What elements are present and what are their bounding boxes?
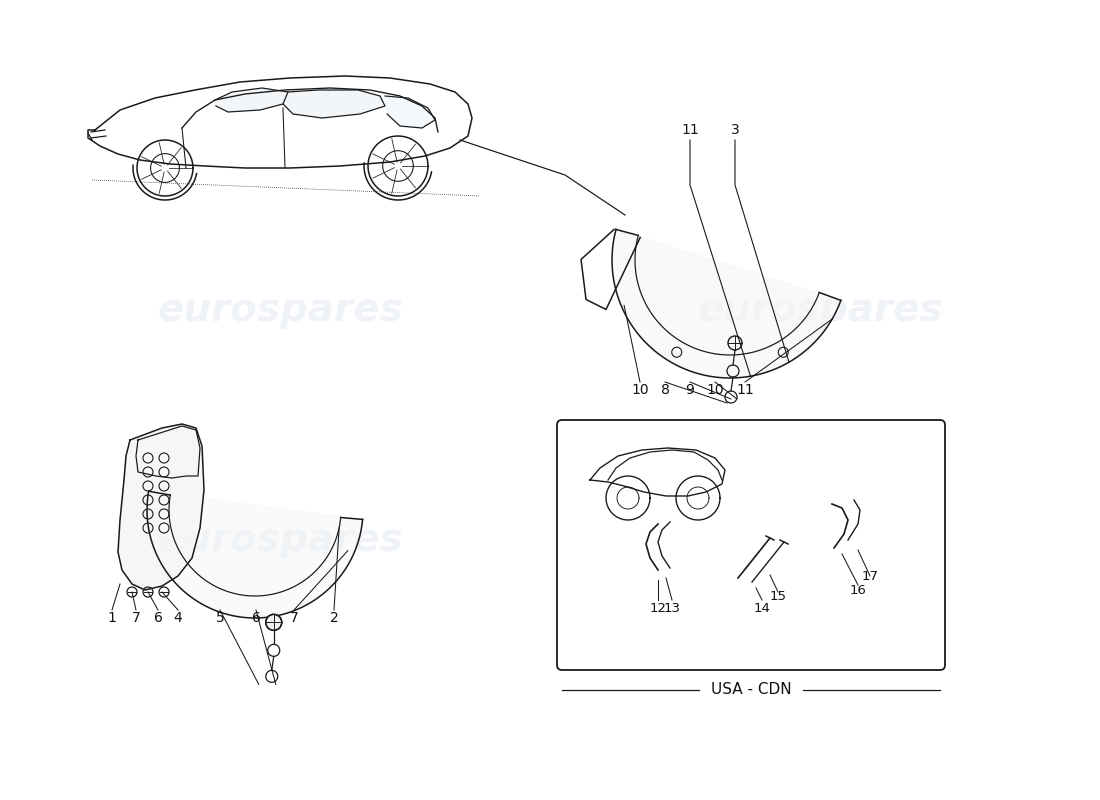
- Text: 6: 6: [252, 611, 261, 625]
- Polygon shape: [214, 88, 288, 112]
- Polygon shape: [147, 491, 363, 618]
- Polygon shape: [283, 90, 385, 118]
- Text: 5: 5: [216, 611, 224, 625]
- Text: eurospares: eurospares: [157, 291, 403, 329]
- Text: 2: 2: [330, 611, 339, 625]
- Text: 13: 13: [663, 602, 681, 614]
- Text: eurospares: eurospares: [157, 521, 403, 559]
- Text: 17: 17: [861, 570, 879, 582]
- Text: 9: 9: [685, 383, 694, 397]
- Polygon shape: [612, 230, 840, 378]
- FancyBboxPatch shape: [557, 420, 945, 670]
- Circle shape: [266, 614, 282, 630]
- Text: USA - CDN: USA - CDN: [711, 682, 791, 698]
- Text: 15: 15: [770, 590, 786, 602]
- Text: 10: 10: [706, 383, 724, 397]
- Text: 3: 3: [730, 123, 739, 137]
- Text: 7: 7: [132, 611, 141, 625]
- Text: 11: 11: [681, 123, 698, 137]
- Text: 4: 4: [174, 611, 183, 625]
- Text: 10: 10: [631, 383, 649, 397]
- Text: 11: 11: [736, 383, 754, 397]
- Text: 16: 16: [849, 583, 867, 597]
- Text: eurospares: eurospares: [697, 521, 943, 559]
- Text: 14: 14: [754, 602, 770, 614]
- Polygon shape: [118, 424, 204, 590]
- Text: 1: 1: [108, 611, 117, 625]
- Polygon shape: [385, 96, 435, 128]
- Text: 7: 7: [289, 611, 298, 625]
- Text: 12: 12: [649, 602, 667, 614]
- Text: 8: 8: [661, 383, 670, 397]
- Text: eurospares: eurospares: [697, 291, 943, 329]
- Text: 6: 6: [154, 611, 163, 625]
